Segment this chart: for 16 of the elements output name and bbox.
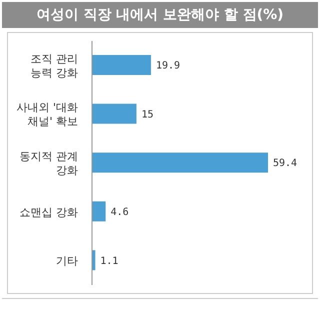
y-tick-label: 기타	[56, 254, 78, 268]
bar	[92, 55, 151, 75]
data-label: 15	[141, 109, 154, 120]
data-label: 19.9	[156, 60, 180, 72]
bar	[92, 250, 96, 270]
bar	[92, 104, 136, 124]
data-label: 1.1	[100, 256, 118, 267]
bar	[92, 201, 106, 222]
bar	[92, 152, 268, 173]
chart-title: 여성이 직장 내에서 보완해야 할 점(%)	[2, 2, 318, 28]
y-tick-label: 조직 관리 능력 강화	[30, 52, 78, 80]
y-tick-label: 동지적 관계 강화	[20, 150, 78, 177]
y-tick-label: 쇼맨십 강화	[20, 206, 78, 219]
data-label: 59.4	[273, 158, 298, 170]
y-tick-label: 사내외 '대화 채널' 확보	[16, 101, 78, 128]
data-label: 4.6	[110, 206, 129, 218]
